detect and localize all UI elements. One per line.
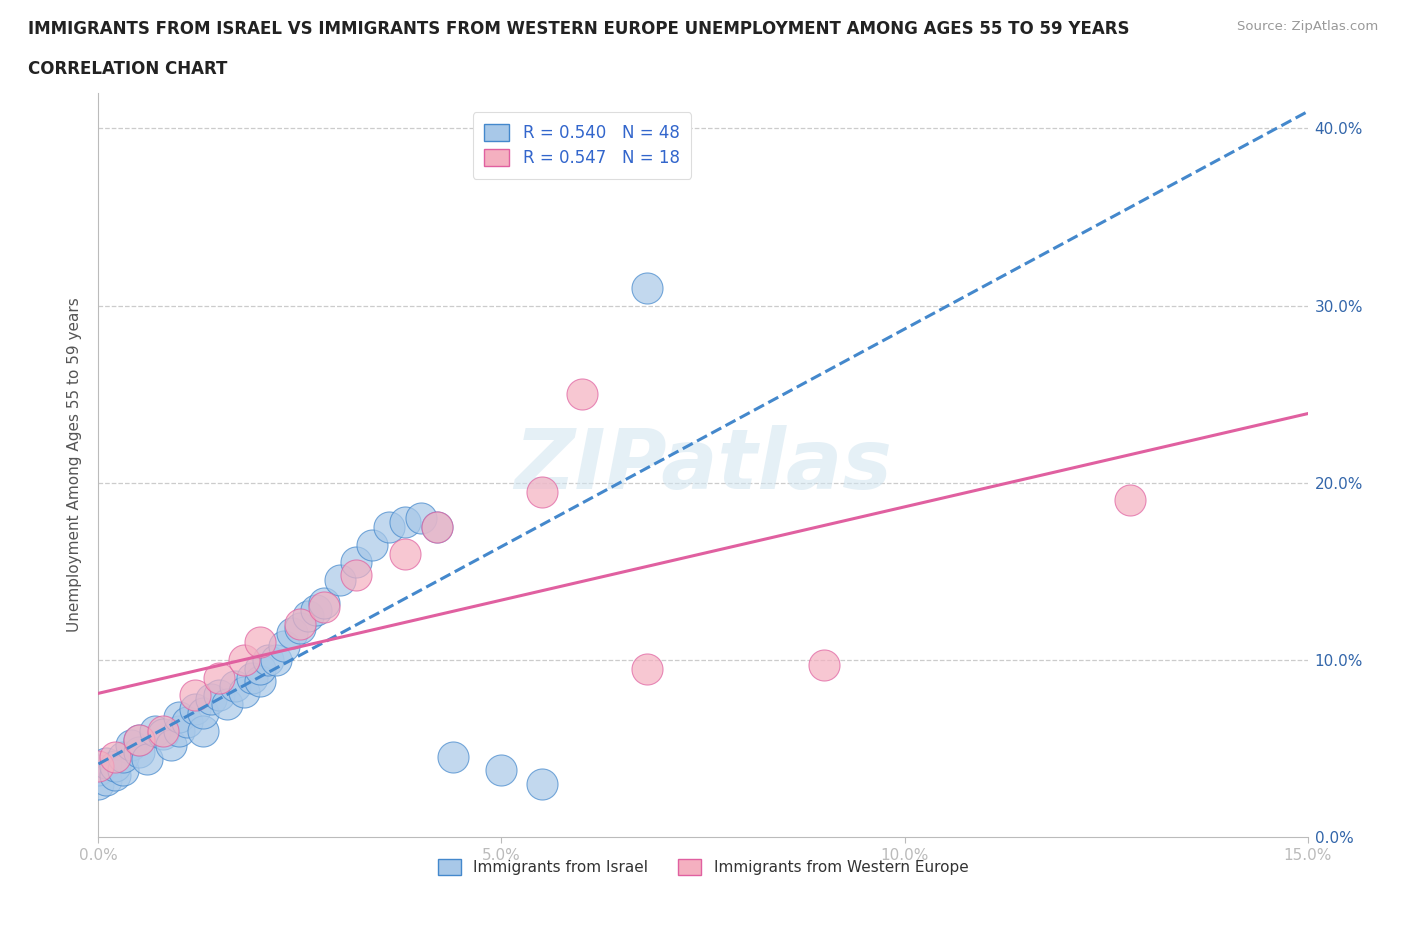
Point [256, 653, 278, 668]
Point [249, 661, 271, 676]
Point [305, 603, 328, 618]
Point [394, 514, 416, 529]
Point [176, 714, 198, 729]
Point [224, 679, 246, 694]
Point [636, 281, 658, 296]
Point [288, 617, 311, 631]
Point [1119, 493, 1142, 508]
Point [281, 626, 304, 641]
Point [288, 620, 311, 635]
Point [111, 763, 134, 777]
Point [314, 596, 336, 611]
Point [111, 750, 134, 764]
Point [193, 706, 215, 721]
Point [249, 673, 271, 688]
Point [813, 658, 835, 672]
Text: Source: ZipAtlas.com: Source: ZipAtlas.com [1237, 20, 1378, 33]
Text: ZIPatlas: ZIPatlas [515, 424, 891, 506]
Point [103, 767, 125, 782]
Point [217, 697, 239, 711]
Point [120, 737, 142, 752]
Point [491, 763, 513, 777]
Point [208, 688, 231, 703]
Point [167, 709, 190, 724]
Point [232, 653, 254, 668]
Legend: Immigrants from Israel, Immigrants from Western Europe: Immigrants from Israel, Immigrants from … [432, 853, 974, 882]
Point [232, 684, 254, 699]
Point [193, 724, 215, 738]
Point [152, 724, 174, 738]
Point [636, 661, 658, 676]
Point [314, 599, 336, 614]
Point [297, 608, 319, 623]
Point [240, 671, 263, 685]
Point [160, 737, 183, 752]
Point [361, 538, 384, 552]
Point [87, 759, 110, 774]
Point [344, 567, 367, 582]
Point [394, 546, 416, 561]
Point [264, 653, 287, 668]
Point [103, 759, 125, 774]
Point [426, 520, 449, 535]
Point [208, 671, 231, 685]
Point [167, 724, 190, 738]
Text: IMMIGRANTS FROM ISRAEL VS IMMIGRANTS FROM WESTERN EUROPE UNEMPLOYMENT AMONG AGES: IMMIGRANTS FROM ISRAEL VS IMMIGRANTS FRO… [28, 20, 1129, 38]
Point [530, 485, 553, 499]
Point [184, 702, 207, 717]
Y-axis label: Unemployment Among Ages 55 to 59 years: Unemployment Among Ages 55 to 59 years [67, 298, 83, 632]
Point [530, 777, 553, 791]
Point [128, 732, 150, 747]
Point [441, 750, 464, 764]
Point [273, 638, 295, 653]
Point [87, 763, 110, 777]
Point [87, 777, 110, 791]
Point [103, 750, 125, 764]
Point [329, 573, 352, 588]
Point [128, 745, 150, 760]
Point [249, 634, 271, 649]
Point [96, 755, 118, 770]
Point [152, 727, 174, 742]
Point [143, 724, 166, 738]
Point [200, 691, 222, 706]
Text: CORRELATION CHART: CORRELATION CHART [28, 60, 228, 78]
Point [571, 387, 593, 402]
Point [128, 732, 150, 747]
Point [377, 520, 399, 535]
Point [344, 555, 367, 570]
Point [96, 773, 118, 788]
Point [135, 751, 157, 766]
Point [426, 520, 449, 535]
Point [184, 688, 207, 703]
Point [409, 511, 432, 525]
